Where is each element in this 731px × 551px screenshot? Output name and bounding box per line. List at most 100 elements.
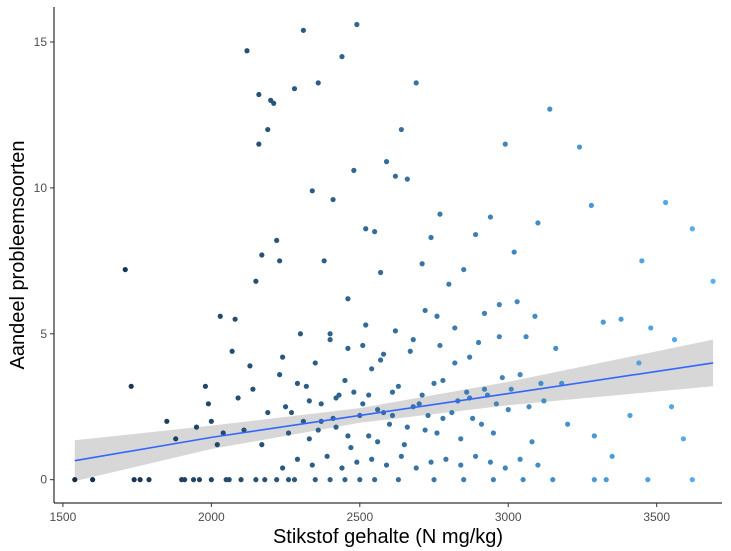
data-point bbox=[363, 226, 369, 232]
data-point bbox=[369, 456, 375, 462]
data-point bbox=[259, 252, 265, 258]
data-point bbox=[425, 412, 431, 419]
x-tick-label: 3000 bbox=[495, 510, 522, 524]
data-point bbox=[345, 296, 351, 302]
data-point bbox=[395, 477, 401, 483]
data-point bbox=[464, 389, 470, 395]
data-point bbox=[499, 374, 505, 381]
data-point bbox=[306, 436, 312, 442]
data-point bbox=[636, 360, 642, 366]
data-point bbox=[377, 269, 384, 276]
data-point bbox=[428, 234, 434, 241]
data-point bbox=[262, 477, 268, 483]
y-tick-label: 15 bbox=[34, 35, 48, 49]
data-point bbox=[380, 351, 387, 357]
data-point bbox=[449, 409, 455, 416]
data-point bbox=[398, 453, 404, 459]
data-point bbox=[472, 231, 479, 238]
data-point bbox=[461, 477, 467, 483]
data-point bbox=[229, 348, 235, 354]
data-point bbox=[452, 360, 458, 366]
data-point bbox=[220, 430, 226, 436]
data-point bbox=[428, 459, 434, 465]
data-point bbox=[369, 366, 375, 372]
data-point bbox=[550, 477, 556, 483]
data-point bbox=[164, 418, 170, 424]
data-point bbox=[354, 459, 360, 465]
data-point bbox=[300, 27, 306, 33]
data-point bbox=[333, 424, 339, 430]
data-point bbox=[443, 456, 449, 462]
data-point bbox=[342, 377, 348, 384]
data-point bbox=[565, 421, 571, 427]
data-point bbox=[315, 80, 321, 86]
data-point bbox=[458, 436, 464, 442]
data-point bbox=[280, 354, 286, 360]
data-point bbox=[318, 401, 324, 407]
data-point bbox=[487, 214, 494, 220]
data-point bbox=[244, 48, 250, 54]
data-point bbox=[366, 433, 372, 439]
data-point bbox=[404, 424, 410, 430]
data-point bbox=[478, 421, 485, 427]
data-point bbox=[315, 427, 321, 433]
data-point bbox=[410, 337, 416, 343]
data-point bbox=[383, 159, 390, 165]
data-point bbox=[348, 444, 354, 451]
data-point bbox=[671, 337, 678, 343]
data-point bbox=[461, 266, 467, 273]
data-point bbox=[377, 357, 384, 363]
data-point bbox=[294, 380, 301, 386]
data-point bbox=[360, 342, 366, 349]
data-point bbox=[345, 345, 351, 351]
data-point bbox=[514, 299, 520, 305]
data-point bbox=[205, 401, 211, 407]
data-point bbox=[618, 316, 624, 322]
data-point bbox=[648, 325, 654, 331]
data-point bbox=[481, 310, 488, 316]
x-tick-label: 2500 bbox=[346, 510, 373, 524]
data-point bbox=[333, 395, 339, 401]
data-point bbox=[413, 80, 419, 86]
data-point bbox=[179, 477, 185, 483]
data-point bbox=[250, 386, 256, 392]
axes-layer bbox=[53, 7, 722, 504]
data-point bbox=[208, 477, 214, 483]
data-point bbox=[223, 477, 229, 483]
data-point bbox=[137, 477, 143, 483]
data-point bbox=[487, 459, 494, 465]
data-point bbox=[434, 313, 440, 319]
data-point bbox=[89, 477, 96, 483]
data-point bbox=[588, 202, 594, 208]
data-point bbox=[277, 258, 283, 264]
data-point bbox=[668, 404, 675, 410]
data-point bbox=[285, 477, 292, 483]
data-point bbox=[496, 334, 502, 340]
data-point bbox=[389, 389, 396, 395]
data-point bbox=[277, 372, 283, 378]
data-point bbox=[253, 477, 259, 483]
data-point bbox=[291, 477, 298, 483]
data-point bbox=[253, 278, 259, 284]
data-point bbox=[517, 456, 523, 462]
data-point bbox=[419, 261, 425, 267]
data-point bbox=[196, 477, 203, 483]
data-point bbox=[493, 401, 499, 407]
x-tick-label: 3500 bbox=[643, 510, 670, 524]
data-point bbox=[490, 477, 496, 483]
data-point bbox=[446, 281, 452, 287]
data-point bbox=[386, 421, 393, 427]
data-point bbox=[689, 477, 695, 483]
data-point bbox=[576, 144, 583, 150]
data-point bbox=[440, 377, 446, 384]
trend-line bbox=[74, 362, 714, 462]
data-point bbox=[291, 86, 298, 92]
data-point bbox=[256, 91, 262, 98]
x-tick-label: 1500 bbox=[50, 510, 77, 524]
data-point bbox=[502, 141, 508, 147]
data-point bbox=[431, 477, 437, 483]
data-point bbox=[327, 477, 333, 483]
data-point bbox=[404, 176, 410, 182]
data-point bbox=[173, 436, 179, 442]
data-point bbox=[208, 418, 214, 424]
